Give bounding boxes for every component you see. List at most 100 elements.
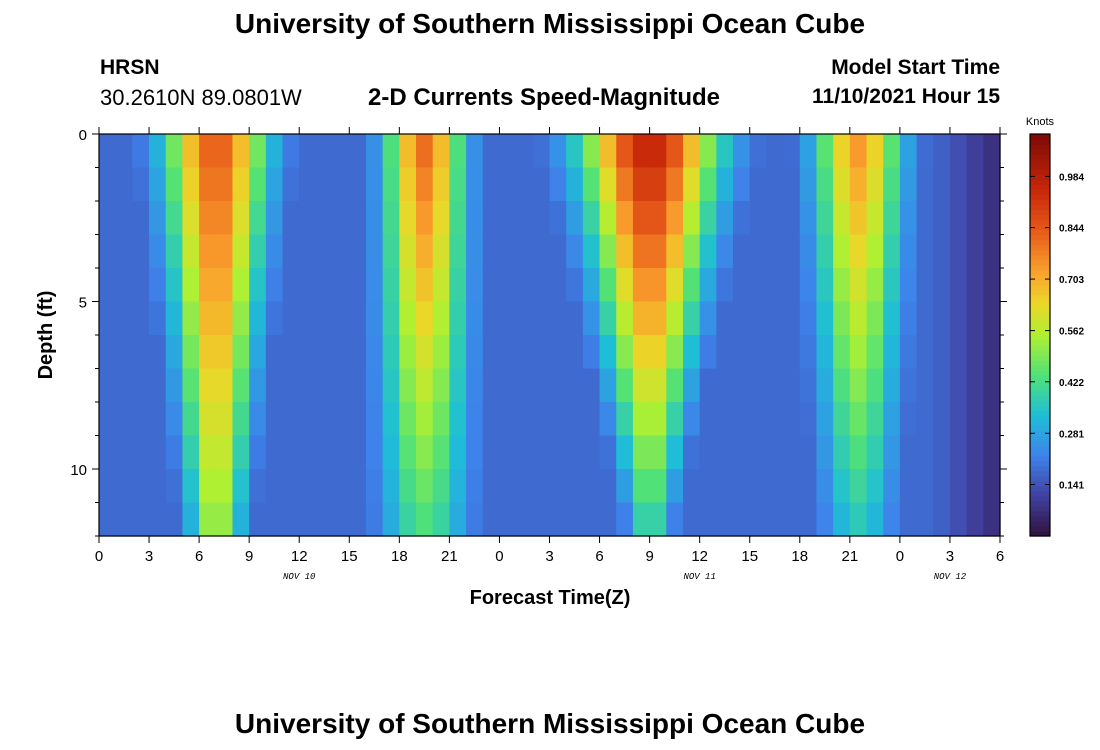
heatmap-cell [382,402,400,437]
heatmap-cell [516,502,534,537]
heatmap-cell [549,335,567,370]
heatmap-cell [482,502,501,537]
heatmap-cell [482,234,501,269]
heatmap-cell [232,234,250,269]
colorbar-segment [1030,254,1050,261]
heatmap-cell [799,435,818,470]
heatmap-cell [149,502,167,537]
heatmap-cell [582,301,601,336]
heatmap-cell [449,134,467,169]
heatmap-cell [582,201,601,236]
heatmap-cell [699,435,717,470]
heatmap-cell [632,335,651,370]
heatmap-cell [165,301,184,336]
day-label: NOV 12 [934,572,967,582]
heatmap-cell [949,335,968,370]
heatmap-cell [449,201,467,236]
heatmap-cell [849,368,868,403]
heatmap-cell [482,402,501,437]
heatmap-cell [949,435,968,470]
heatmap-cell [232,301,250,336]
heatmap-cell [916,134,934,169]
heatmap-cell [249,234,267,269]
heatmap-cell [749,368,768,403]
heatmap-cell [549,435,567,470]
heatmap-cell [382,201,400,236]
heatmap-cell [599,234,617,269]
colorbar-segment [1030,159,1050,165]
colorbar-segment [1030,445,1050,452]
heatmap-cell [265,134,284,169]
heatmap-cell [349,502,367,537]
heatmap-cell [766,167,784,202]
colorbar-segment [1030,440,1050,447]
colorbar-segment [1030,450,1050,457]
heatmap-cell [299,402,317,437]
heatmap-cell [666,134,684,169]
heatmap-cell [215,301,234,336]
colorbar-segment [1030,410,1050,416]
heatmap-cell [365,402,384,437]
heatmap-cell [499,201,517,236]
heatmap-cell [632,301,651,336]
heatmap-cell [516,469,534,504]
heatmap-cell [416,268,434,303]
heatmap-cell [983,469,1001,504]
heatmap-cell [582,469,601,504]
heatmap-cell [265,502,284,537]
heatmap-cell [516,268,534,303]
heatmap-cell [332,402,350,437]
heatmap-cell [466,201,484,236]
heatmap-cell [332,167,350,202]
heatmap-cell [499,435,517,470]
heatmap-cell [332,502,350,537]
heatmap-cell [382,134,400,169]
heatmap-cell [616,402,634,437]
heatmap-cell [432,335,450,370]
heatmap-cell [482,134,501,169]
heatmap-cell [282,368,300,403]
heatmap-cell [749,201,768,236]
heatmap-cell [282,201,300,236]
heatmap-cell [532,167,551,202]
heatmap-cell [716,435,734,470]
heatmap-cell [315,301,334,336]
heatmap-cell [532,301,551,336]
heatmap-cell [716,167,734,202]
colorbar-segment [1030,304,1050,311]
heatmap-cell [899,268,918,303]
heatmap-cell [215,167,234,202]
heatmap-cell [199,234,217,269]
heatmap-cell [899,234,918,269]
heatmap-cell [933,402,951,437]
heatmap-cell [766,234,784,269]
heatmap-cell [616,167,634,202]
heatmap-cell [949,301,968,336]
heatmap-cell [833,469,851,504]
heatmap-cell [682,435,701,470]
heatmap-cell [632,469,651,504]
colorbar-segment [1030,430,1050,437]
heatmap-cell [616,134,634,169]
heatmap-cell [966,368,984,403]
heatmap-cell [933,469,951,504]
heatmap-cell [382,435,400,470]
heatmap-cell [783,402,801,437]
heatmap-cell [549,167,567,202]
heatmap-cell [733,167,751,202]
heatmap-cell [199,134,217,169]
heatmap-cell [699,268,717,303]
heatmap-cell [949,167,968,202]
heatmap-cell [399,268,417,303]
heatmap-cell [816,301,834,336]
heatmap-cell [632,368,651,403]
heatmap-cell [115,335,133,370]
heatmap-cell [149,134,167,169]
heatmap-cell [115,469,133,504]
heatmap-cell [349,469,367,504]
heatmap-cell [365,167,384,202]
heatmap-cell [666,268,684,303]
heatmap-cell [916,435,934,470]
heatmap-cell [165,167,184,202]
colorbar-segment [1030,239,1050,246]
